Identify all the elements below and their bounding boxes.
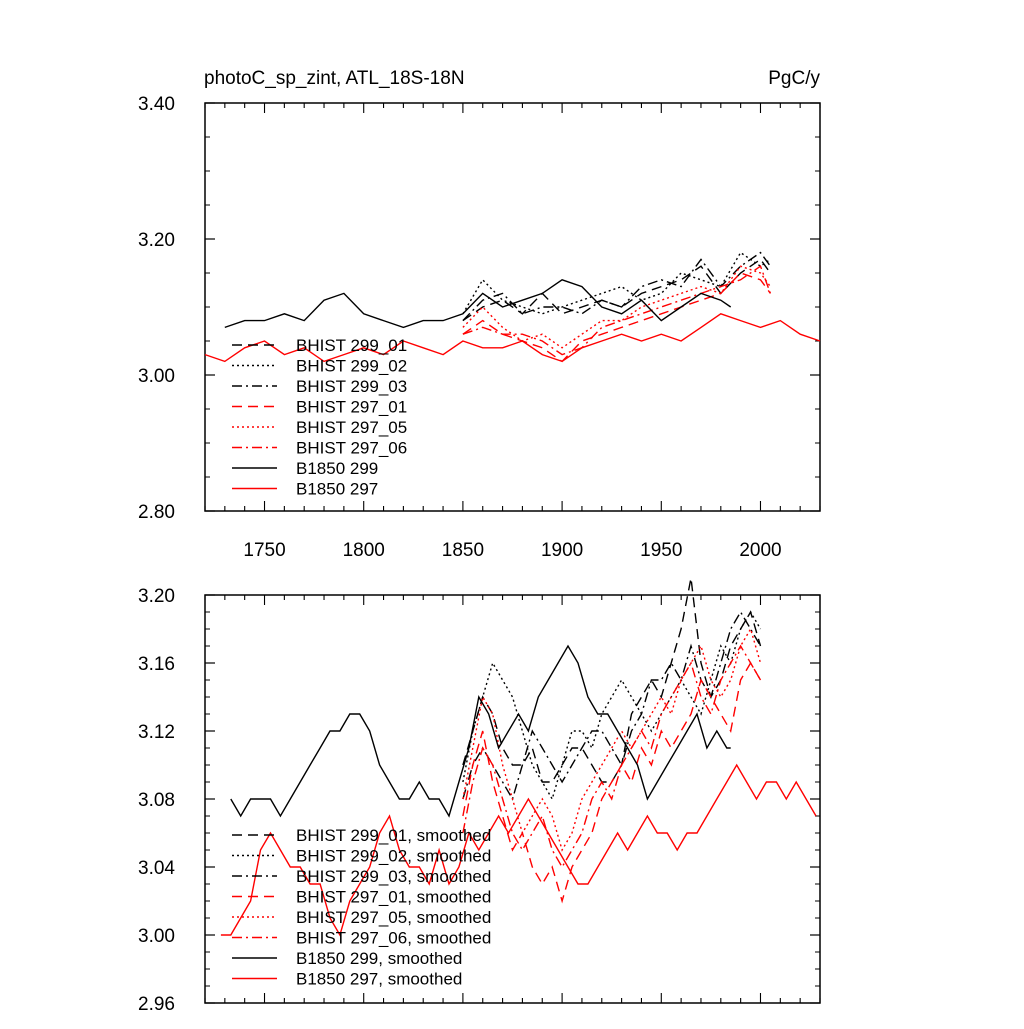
x-tick-label: 1850 xyxy=(442,540,484,561)
series-line-0 xyxy=(462,258,771,322)
x-tick-label: 1950 xyxy=(640,540,682,561)
top-panel: photoC_sp_zint, ATL_18S-18N PgC/y 2.80 3.… xyxy=(138,68,821,561)
y-tick-label: 2.80 xyxy=(138,502,175,523)
series-line-1 xyxy=(462,610,762,801)
legend-label: B1850 297 xyxy=(296,480,378,499)
legend-label: BHIST 299_03, smoothed xyxy=(296,867,491,886)
top-series-layer xyxy=(204,251,821,363)
legend-label: BHIST 297_01, smoothed xyxy=(296,888,491,907)
series-line-2 xyxy=(462,251,771,322)
series-line-6 xyxy=(224,279,732,329)
series-line-5 xyxy=(462,265,772,356)
bottom-panel: 2.96 3.00 3.04 3.08 3.12 3.16 3.20 BHIST 299_0… xyxy=(138,577,821,1015)
legend-label: BHIST 297_06, smoothed xyxy=(296,929,491,948)
y-tick-label: 3.00 xyxy=(138,926,175,947)
legend-label: B1850 299 xyxy=(296,459,378,478)
series-line-4 xyxy=(462,627,762,852)
y-tick-label: 3.20 xyxy=(138,230,175,251)
y-tick-label: 3.40 xyxy=(138,94,175,115)
legend-label: B1850 299, smoothed xyxy=(296,949,462,968)
series-line-5 xyxy=(462,644,762,869)
series-line-3 xyxy=(462,272,771,363)
units-label: PgC/y xyxy=(768,68,820,89)
legend-label: BHIST 297_01 xyxy=(296,398,407,417)
legend-label: BHIST 297_05 xyxy=(296,418,407,437)
legend-label: BHIST 299_03 xyxy=(296,377,407,396)
top-axes: 2.80 3.00 3.20 3.40 1750 1800 1850 1900 1950 2000 xyxy=(138,94,821,561)
legend-label: BHIST 297_06 xyxy=(296,439,407,458)
y-tick-label: 3.12 xyxy=(138,722,175,743)
panel-title: photoC_sp_zint, ATL_18S-18N xyxy=(204,68,465,89)
x-tick-label: 1800 xyxy=(343,540,385,561)
bottom-legend: BHIST 299_01, smoothed BHIST 299_02, smoo… xyxy=(232,826,491,989)
y-tick-label: 3.16 xyxy=(138,654,175,675)
legend-label: BHIST 299_02, smoothed xyxy=(296,847,491,866)
legend-label: BHIST 299_02 xyxy=(296,357,407,376)
bottom-axes: 2.96 3.00 3.04 3.08 3.12 3.16 3.20 xyxy=(138,586,821,1015)
series-line-3 xyxy=(462,661,762,904)
x-tick-label: 2000 xyxy=(739,540,781,561)
series-line-7 xyxy=(220,763,817,937)
y-tick-label: 3.20 xyxy=(138,586,175,607)
series-line-1 xyxy=(462,251,771,315)
legend-label: BHIST 299_01 xyxy=(296,336,407,355)
x-tick-label: 1750 xyxy=(243,540,285,561)
y-tick-label: 3.04 xyxy=(138,858,175,879)
bottom-series-layer xyxy=(220,577,817,937)
series-line-6 xyxy=(230,644,731,818)
legend-label: B1850 297, smoothed xyxy=(296,970,462,989)
y-tick-label: 3.00 xyxy=(138,366,175,387)
series-line-7 xyxy=(204,313,821,363)
legend-label: BHIST 299_01, smoothed xyxy=(296,826,491,845)
x-tick-label: 1900 xyxy=(541,540,583,561)
y-tick-label: 3.08 xyxy=(138,790,175,811)
y-tick-label: 2.96 xyxy=(138,994,175,1015)
legend-label: BHIST 297_05, smoothed xyxy=(296,908,491,927)
